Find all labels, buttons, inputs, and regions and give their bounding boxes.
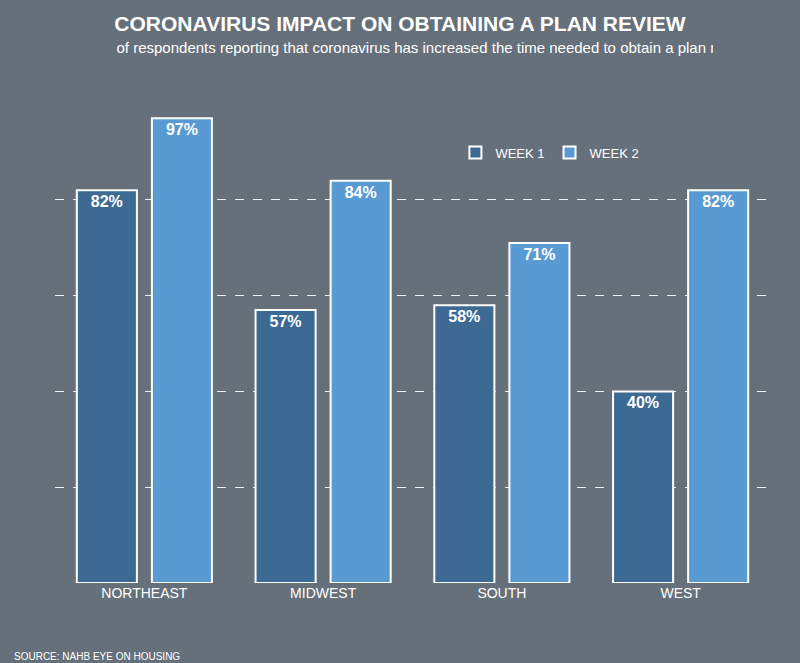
svg-text:82%: 82% [702,193,734,210]
svg-text:WEEK 2: WEEK 2 [590,146,639,161]
svg-text:71%: 71% [523,246,555,263]
svg-text:WEEK 1: WEEK 1 [495,146,544,161]
svg-text:SOURCE: NAHB EYE ON HOUSING: SOURCE: NAHB EYE ON HOUSING [14,651,180,662]
svg-text:WEST: WEST [660,585,701,601]
svg-text:CORONAVIRUS IMPACT ON OBTAININ: CORONAVIRUS IMPACT ON OBTAINING A PLAN R… [114,12,685,35]
svg-text:Share of respondents reporting: Share of respondents reporting that coro… [113,39,713,56]
svg-text:97%: 97% [166,121,198,138]
svg-text:NORTHEAST: NORTHEAST [101,585,188,601]
svg-text:82%: 82% [91,193,123,210]
svg-text:84%: 84% [345,184,377,201]
svg-text:SOUTH: SOUTH [477,585,526,601]
svg-text:57%: 57% [270,313,302,330]
svg-text:MIDWEST: MIDWEST [290,585,357,601]
svg-text:40%: 40% [627,394,659,411]
svg-text:58%: 58% [448,308,480,325]
